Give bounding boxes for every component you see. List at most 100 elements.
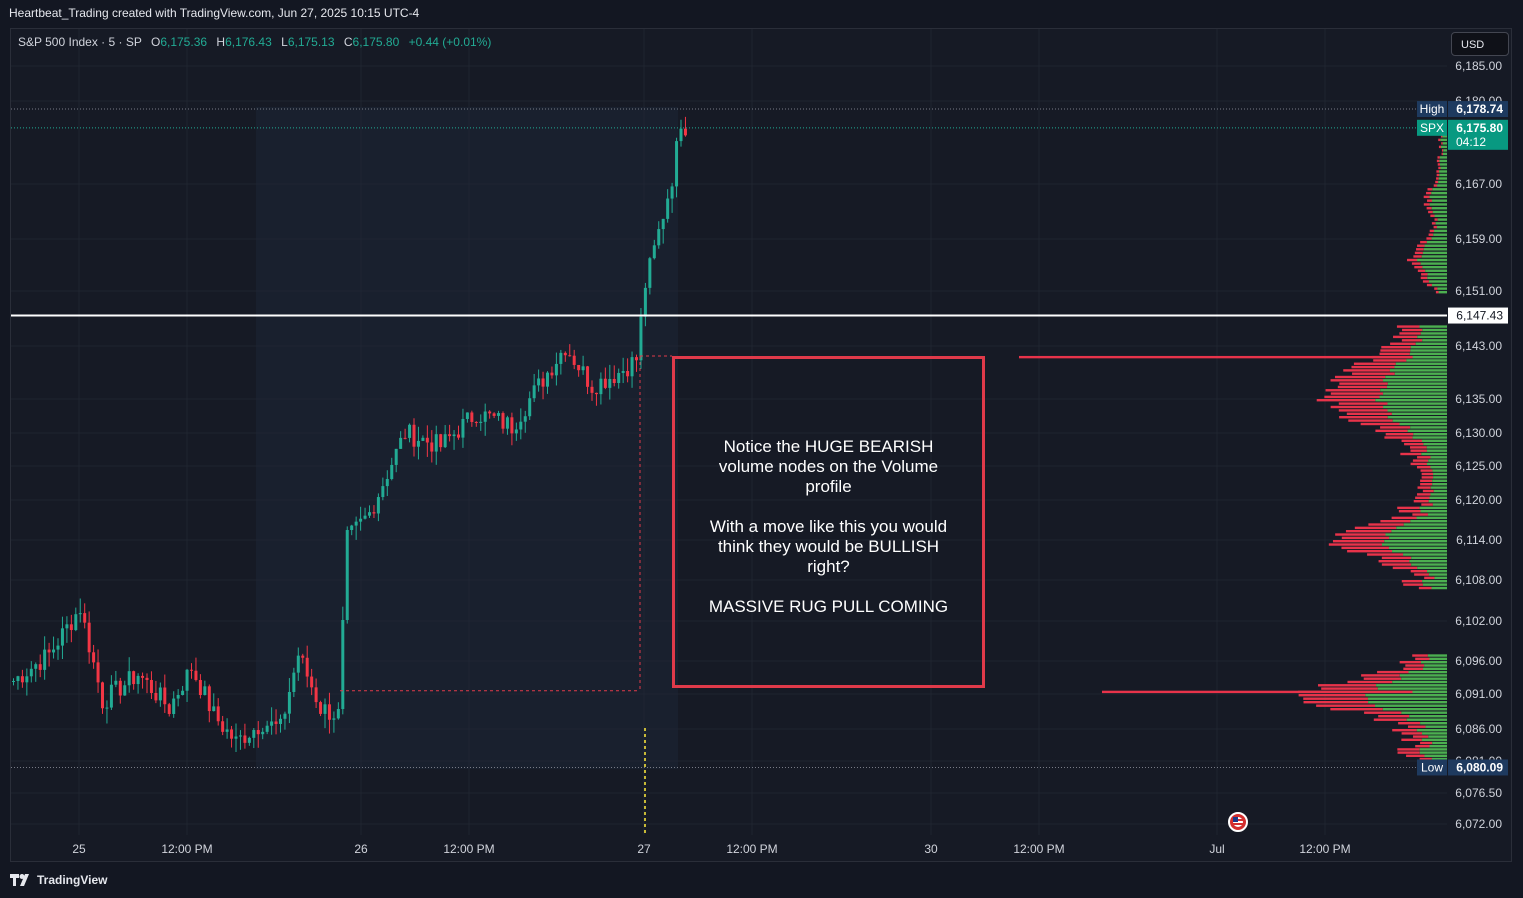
vp-bar-up	[1387, 382, 1447, 385]
candle-body	[381, 486, 385, 498]
time-tick-label: 26	[354, 842, 368, 856]
candle-body	[483, 411, 487, 422]
vp-bar-up	[1438, 180, 1447, 184]
vp-bar-up	[1409, 352, 1447, 356]
vp-bar-down	[1316, 399, 1376, 402]
vp-bar-up	[1428, 735, 1447, 738]
vp-bar-down	[1406, 754, 1425, 757]
us-flag-event-icon[interactable]	[1228, 812, 1248, 832]
candle-body	[154, 692, 158, 701]
vp-bar-up	[1419, 748, 1447, 751]
vp-bar-down	[1351, 365, 1395, 369]
vp-bar-up	[1432, 210, 1447, 214]
vp-bar-down	[1347, 550, 1393, 553]
vp-bar-up	[1409, 715, 1447, 718]
vp-bar-down	[1401, 339, 1423, 342]
candle-body	[243, 735, 247, 743]
vp-bar-up	[1385, 533, 1447, 536]
volume-profile	[1019, 128, 1447, 764]
vp-bar-up	[1377, 687, 1447, 690]
candle-body	[319, 702, 323, 714]
vp-bar-up	[1433, 476, 1447, 479]
candle-body	[256, 730, 260, 735]
candle-body	[523, 416, 527, 422]
vp-bar-down	[1438, 166, 1441, 170]
tradingview-logo[interactable]: TradingView	[10, 873, 107, 887]
vp-bar-down	[1407, 258, 1418, 262]
vp-bar-down	[1353, 362, 1396, 365]
vp-bar-up	[1412, 436, 1447, 439]
vp-bar-down	[1431, 222, 1436, 225]
candle-body	[541, 378, 545, 387]
vp-bar-up	[1433, 233, 1447, 236]
vp-bar-down	[1345, 530, 1392, 533]
vp-bar-up	[1427, 273, 1447, 276]
time-tick-label: 27	[637, 842, 651, 856]
vp-bar-down	[1390, 342, 1416, 345]
annotation-box[interactable]: Notice the HUGE BEARISH volume nodes on …	[672, 356, 985, 688]
vp-bar-up	[1422, 580, 1447, 583]
currency-button[interactable]: USD	[1451, 32, 1509, 56]
vp-bar-up	[1389, 369, 1447, 372]
grid	[11, 29, 1447, 835]
vp-bar-down	[1318, 684, 1377, 687]
price-tick-label: 6,130.00	[1455, 426, 1502, 440]
vp-poc-upper-down	[1019, 355, 1413, 359]
low-price-tag-label: Low	[1421, 760, 1443, 774]
candle-body	[465, 412, 469, 419]
symbol-legend[interactable]: S&P 500 Index · 5 · SP O6,175.36 H6,176.…	[18, 35, 491, 49]
candle-body	[528, 398, 532, 417]
vp-bar-down	[1417, 269, 1426, 272]
vp-bar-up	[1427, 654, 1447, 657]
last-price-tag-label-bg	[1417, 119, 1447, 136]
last-price-tag-value: 6,175.80	[1456, 121, 1503, 135]
vp-bar-up	[1439, 159, 1447, 163]
vp-bar-up	[1430, 456, 1447, 459]
candle-body	[47, 649, 51, 653]
vp-bar-up	[1439, 170, 1447, 173]
vp-bar-down	[1341, 536, 1390, 540]
vp-bar-up	[1403, 523, 1447, 526]
vp-bar-down	[1420, 240, 1427, 244]
vp-bar-up	[1401, 677, 1447, 680]
vp-bar-down	[1438, 145, 1441, 149]
chart-caption: Heartbeat_Trading created with TradingVi…	[9, 6, 420, 20]
candle-body	[69, 624, 73, 631]
vp-bar-down	[1426, 191, 1432, 195]
vp-bar-up	[1431, 586, 1447, 590]
candle-body	[492, 413, 496, 416]
vp-bar-down	[1332, 540, 1385, 543]
candle-body	[332, 718, 336, 720]
vp-bar-up	[1403, 553, 1447, 556]
vp-bar-up	[1436, 225, 1447, 229]
vp-bar-down	[1401, 439, 1423, 442]
vp-bar-up	[1385, 375, 1447, 379]
candle-body	[20, 676, 24, 683]
candle-body	[661, 218, 665, 230]
price-tick-label: 6,102.00	[1455, 614, 1502, 628]
candle-body	[16, 676, 20, 682]
candle-body	[368, 512, 371, 516]
vp-bar-up	[1417, 335, 1447, 339]
vp-bar-down	[1404, 442, 1424, 446]
vp-bar-up	[1440, 138, 1447, 142]
vp-bar-up	[1417, 258, 1447, 262]
price-axis: 6,185.006,180.006,167.006,159.006,151.00…	[1455, 59, 1502, 831]
vp-bar-up	[1384, 540, 1447, 543]
vp-bar-up	[1426, 446, 1447, 449]
time-tick-label: 12:00 PM	[443, 842, 494, 856]
high-price-tag-value: 6,178.74	[1456, 102, 1503, 116]
vp-bar-down	[1393, 335, 1418, 339]
candle-body	[675, 141, 679, 187]
candle-body	[198, 680, 202, 696]
candle-body	[212, 706, 216, 712]
vp-bar-up	[1434, 214, 1447, 217]
high-price-tag-label: High	[1420, 102, 1445, 116]
candle-body	[608, 378, 612, 388]
candle-body	[363, 515, 367, 519]
price-tick-label: 6,072.00	[1455, 817, 1502, 831]
vp-bar-up	[1439, 156, 1447, 159]
vp-bar-up	[1410, 520, 1447, 523]
candle-body	[603, 378, 607, 388]
